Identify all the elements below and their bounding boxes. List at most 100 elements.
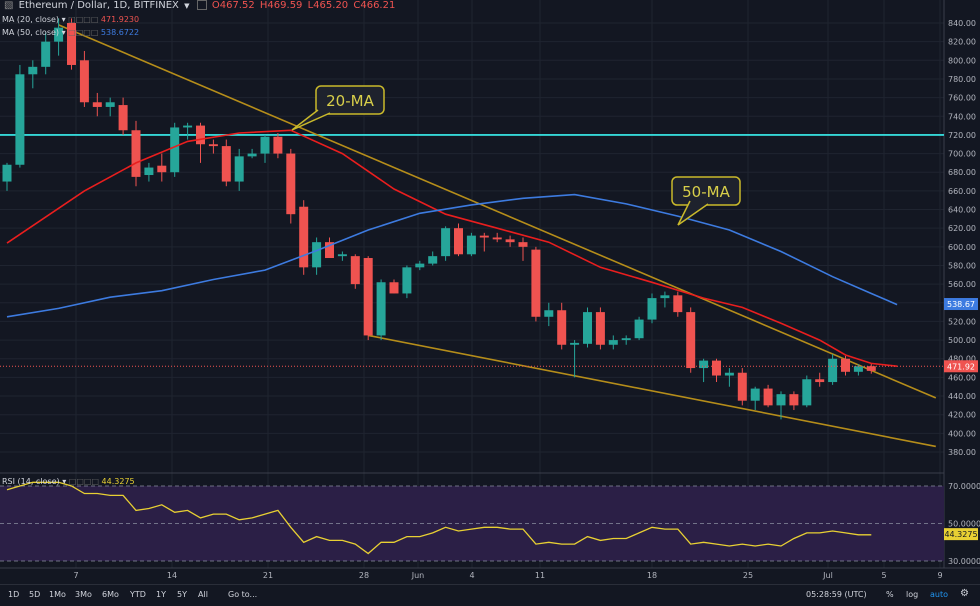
ma50-legend-value: 538.6722 [100,28,140,37]
percent-toggle[interactable]: % [886,590,894,599]
price-tick-label: 680.00 [948,168,976,177]
ohlc-low: L465.20 [307,0,349,11]
candle-down [866,366,876,371]
date-tick-label: 7 [73,571,78,580]
price-tick-label: 780.00 [948,75,976,84]
legend-buttons-icon[interactable]: □□□□ [68,15,99,24]
legend-buttons-icon[interactable]: □□□□ [68,477,99,486]
price-tick-label: 560.00 [948,280,976,289]
price-badge: 471.92 [944,360,978,373]
rsi-line [6,481,872,555]
candle-up [621,338,631,341]
candle-down [196,125,205,145]
range-ytd[interactable]: YTD [130,590,146,599]
candle-up [183,125,193,128]
ohlc-high: H469.59 [259,0,303,11]
candle-up [402,267,412,294]
rsi-legend-value: 44.3275 [101,477,135,486]
candle-down [815,379,825,383]
price-tick-label: 460.00 [948,373,976,382]
candle-down [737,372,747,401]
candle-up [260,136,270,154]
chevron-down-icon[interactable]: ▾ [61,28,66,37]
candle-up [647,298,657,320]
price-tick-label: 580.00 [948,261,976,270]
ma50-legend-label: MA (50, close) [2,28,60,37]
price-axis[interactable]: 840.00 820.00 800.00 780.00 760.00 740.00 720.… [948,19,976,457]
price-tick-label: 400.00 [948,429,976,438]
goto-button[interactable]: Go to... [228,590,258,599]
candle-up [376,282,386,336]
log-toggle[interactable]: log [906,590,919,599]
price-tick-label: 820.00 [948,38,976,47]
candle-up [41,41,51,67]
chevron-down-icon[interactable]: ▼ [184,2,190,10]
candle-up [853,366,863,372]
candle-down [273,136,283,154]
utc-clock: 05:28:59 (UTC) [806,590,867,599]
range-all[interactable]: All [198,590,208,599]
price-tick-label: 420.00 [948,411,976,420]
date-tick-label: 28 [359,571,369,580]
legend-buttons-icon[interactable]: □□□□ [68,28,99,37]
candle-down [389,282,399,294]
ma20-legend[interactable]: MA (20, close) ▾ □□□□ 471.9230 [2,15,139,24]
symbol-title[interactable]: Ethereum / Dollar, 1D, BITFINEX [18,0,179,11]
candle-down [92,102,102,107]
ma50-line [6,193,898,318]
candle-down [673,295,683,313]
rsi-legend[interactable]: RSI (14, close) ▾ □□□□ 44.3275 [2,477,135,486]
bottom-toolbar: 1D 5D 1Mo 3Mo 6Mo YTD 1Y 5Y All Go to...… [0,584,980,606]
symbol-header[interactable]: ▧ Ethereum / Dollar, 1D, BITFINEX ▼ O467… [4,0,397,11]
price-badge-text: 471.92 [947,362,975,371]
candle-up [441,228,451,257]
range-1d[interactable]: 1D [8,590,20,599]
range-3mo[interactable]: 3Mo [75,590,92,599]
range-5d[interactable]: 5D [29,590,41,599]
candle-down [789,394,799,406]
rsi-levels [0,485,944,562]
range-6mo[interactable]: 6Mo [102,590,119,599]
candle-up [415,263,425,268]
candle-up [105,102,115,107]
candle-down [67,23,76,65]
candle-down [79,60,89,103]
candle-down [454,228,463,255]
candle-up [776,394,786,406]
chevron-down-icon[interactable]: ▾ [61,15,66,24]
settings-box-icon[interactable] [196,0,207,10]
price-tick-label: 800.00 [948,56,976,65]
ma50-legend[interactable]: MA (50, close) ▾ □□□□ 538.6722 [2,28,139,37]
candle-up [828,358,838,383]
trendline [368,334,936,448]
candle-up [802,379,812,406]
candle-down [479,235,489,238]
candle-down [157,165,167,173]
range-1y[interactable]: 1Y [156,590,166,599]
grid-lines [0,0,980,569]
ma50-callout-label: 50-MA [682,183,730,201]
date-tick-label: 9 [937,571,942,580]
candle-up [583,312,592,344]
candle-down [363,258,373,336]
candle-up [247,153,257,157]
trendline [58,24,937,399]
candle-down [131,130,141,177]
candle-up [750,388,760,401]
candle-down [221,146,231,182]
range-5y[interactable]: 5Y [177,590,187,599]
chevron-down-icon[interactable]: ▾ [62,477,67,486]
range-1mo[interactable]: 1Mo [49,590,66,599]
gear-icon[interactable]: ⚙ [960,588,969,599]
date-tick-label: 4 [469,571,474,580]
candle-down [325,242,334,259]
candle-down [208,144,218,147]
auto-toggle[interactable]: auto [930,590,949,599]
date-axis[interactable]: 7 14 21 28 Jun 4 11 18 25 Jul 5 9 [73,571,942,580]
candle-up [312,242,322,268]
price-tick-label: 700.00 [948,150,976,159]
date-tick-label: Jun [411,571,425,580]
candle-down [763,388,773,406]
candle-down [286,153,296,215]
rsi-tick-label: 30.0000 [948,557,980,566]
